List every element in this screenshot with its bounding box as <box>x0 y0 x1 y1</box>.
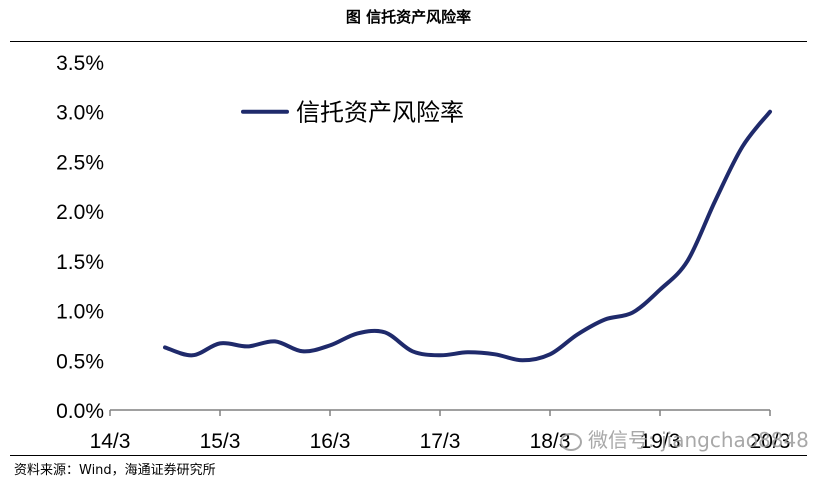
watermark-text: 微信号: jiangchao8848 <box>588 428 809 452</box>
data-point <box>631 311 635 315</box>
x-tick-label: 15/3 <box>200 430 241 453</box>
legend-label: 信托资产风险率 <box>296 99 464 127</box>
data-point <box>466 350 470 354</box>
bottom-rule <box>10 455 807 456</box>
x-tick-label: 17/3 <box>420 430 461 453</box>
y-tick-label: 2.5% <box>56 151 104 174</box>
data-point <box>411 349 415 353</box>
data-point <box>768 110 772 114</box>
data-point <box>328 343 332 347</box>
data-point <box>383 330 387 334</box>
data-point <box>603 318 607 322</box>
y-tick-label: 1.0% <box>56 301 104 324</box>
source-note: 资料来源：Wind，海通证券研究所 <box>14 463 216 478</box>
data-point <box>273 339 277 343</box>
x-tick-label: 16/3 <box>310 430 351 453</box>
top-rule <box>10 41 807 42</box>
data-point <box>713 199 717 203</box>
data-point <box>686 259 690 263</box>
y-tick-label: 0.0% <box>56 400 104 423</box>
data-point <box>218 341 222 345</box>
data-point <box>356 331 360 335</box>
data-point <box>438 353 442 357</box>
data-point <box>246 344 250 348</box>
watermark: 微信号: jiangchao8848 <box>560 424 809 453</box>
data-point <box>301 349 305 353</box>
data-point <box>521 358 525 362</box>
x-tick-label: 18/3 <box>530 430 571 453</box>
data-point <box>576 332 580 336</box>
y-tick-label: 3.0% <box>56 102 104 125</box>
series-line <box>163 109 772 363</box>
data-point <box>493 352 497 356</box>
x-tick-label: 19/3 <box>640 430 681 453</box>
data-point <box>191 353 195 357</box>
chart-title: 图 信托资产风险率 <box>345 8 472 26</box>
y-tick-label: 2.0% <box>56 201 104 224</box>
data-point <box>741 145 745 149</box>
y-tick-label: 1.5% <box>56 251 104 274</box>
x-tick-label: 14/3 <box>90 430 131 453</box>
y-tick-label: 3.5% <box>56 52 104 75</box>
wechat-icon <box>560 432 582 451</box>
y-tick-label: 0.5% <box>56 350 104 373</box>
data-point <box>548 352 552 356</box>
data-point <box>163 345 167 349</box>
x-tick-label: 20/3 <box>750 430 791 453</box>
data-point <box>658 288 662 292</box>
